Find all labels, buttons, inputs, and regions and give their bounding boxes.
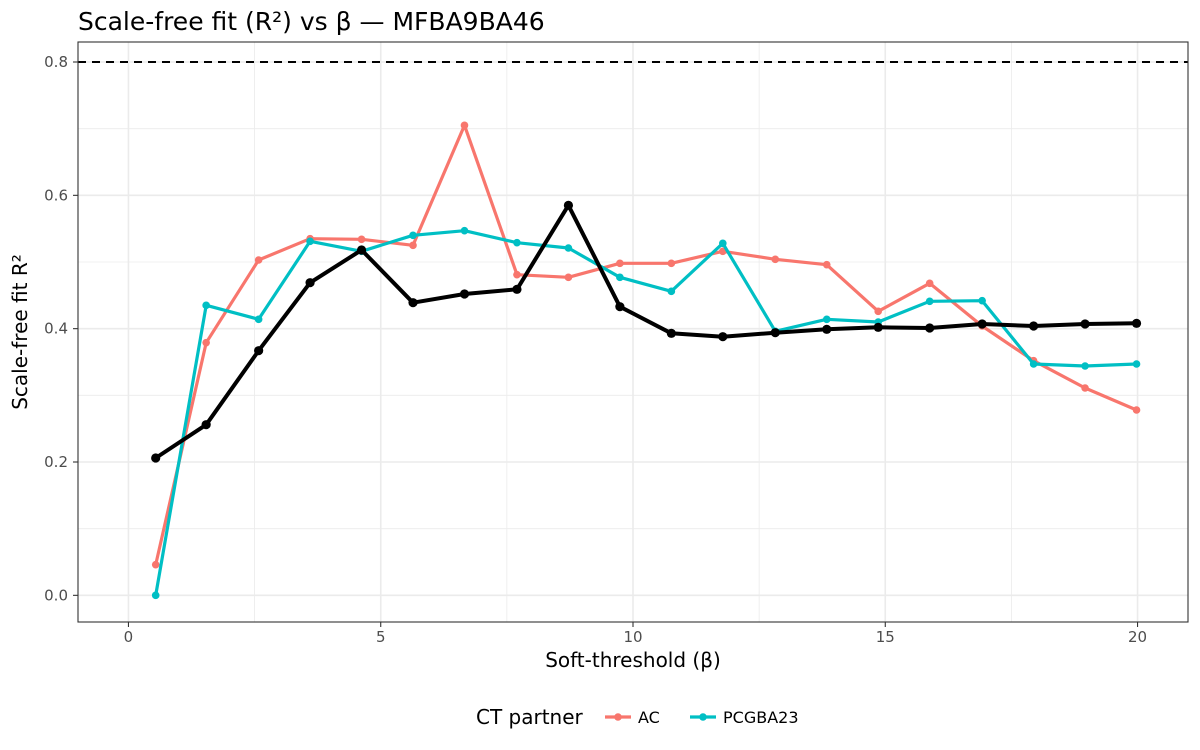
legend-label: PCGBA23 [723,708,799,727]
legend-key-point [699,713,707,721]
data-point-black [201,420,211,430]
series-line-black [153,203,1139,460]
data-point-black [822,324,832,334]
x-tick-label: 10 [623,628,642,646]
data-point-ac [771,255,780,264]
data-point-pcgba23 [1029,360,1038,368]
data-point-ac [409,241,417,250]
series-line-pcgba23 [154,229,1139,597]
x-tick-label: 0 [124,628,134,646]
data-point-ac [874,307,883,316]
series-black [151,200,1142,463]
data-point-pcgba23 [1081,362,1089,370]
data-point-black [254,346,264,356]
data-point-pcgba23 [667,287,676,296]
data-point-pcgba23 [409,231,417,240]
data-point-ac [925,279,934,288]
data-point-black [873,322,883,332]
data-point-black [512,284,522,294]
data-point-black [151,453,161,463]
data-point-pcgba23 [925,297,934,306]
data-point-ac [564,273,573,282]
data-point-pcgba23 [151,591,160,600]
legend: CT partner AC PCGBA23 [476,705,799,729]
data-point-black [408,298,418,308]
y-axis-label: Scale-free fit R² [8,254,32,410]
data-point-pcgba23 [306,237,314,246]
data-point-pcgba23 [254,315,263,324]
y-tick-label: 0.0 [44,586,68,604]
x-tick-label: 5 [376,628,386,646]
x-tick-label: 20 [1128,628,1147,646]
legend-item-pcgba23: PCGBA23 [690,708,799,727]
data-point-pcgba23 [822,315,831,324]
data-point-pcgba23 [616,273,624,282]
data-point-pcgba23 [978,296,986,305]
legend-label: AC [638,708,660,727]
legend-item-ac: AC [605,708,660,727]
data-point-pcgba23 [564,244,573,252]
data-point-ac [616,259,624,268]
data-point-black [666,328,676,338]
data-point-black [305,278,315,288]
data-point-ac [667,259,676,268]
data-point-black [356,245,367,255]
series-pcgba23 [151,226,1141,600]
legend-key-point [614,713,622,721]
data-point-pcgba23 [202,301,210,310]
data-point-black [1080,319,1090,329]
data-point-ac [151,560,160,569]
data-point-black [1131,318,1142,328]
data-point-black [563,200,574,210]
data-point-pcgba23 [1132,360,1141,368]
y-tick-label: 0.8 [44,53,68,71]
data-point-black [770,328,780,338]
x-axis-label: Soft-threshold (β) [545,648,721,672]
x-axis: 0 5 10 15 20 [124,622,1147,646]
data-point-ac [460,121,469,130]
data-point-ac [202,338,210,347]
data-point-black [1029,321,1039,331]
y-tick-label: 0.2 [44,453,68,471]
data-point-black [925,323,935,333]
series-line-ac [154,123,1139,567]
data-point-black [459,289,470,299]
y-axis: 0.0 0.2 0.4 0.6 0.8 [44,53,78,604]
data-point-ac [822,260,831,269]
data-point-pcgba23 [460,226,469,235]
series-layer [151,121,1142,600]
y-tick-label: 0.4 [44,320,68,338]
data-point-pcgba23 [719,239,727,248]
data-point-black [615,302,625,312]
data-point-black [718,332,728,342]
legend-title: CT partner [476,705,584,729]
chart-title: Scale-free fit (R²) vs β — MFBA9BA46 [78,7,545,36]
y-tick-label: 0.6 [44,186,68,204]
data-point-ac [357,235,366,244]
x-tick-label: 15 [876,628,895,646]
data-point-ac [1081,384,1089,392]
data-point-ac [254,256,263,264]
data-point-pcgba23 [513,238,521,247]
data-point-ac [513,270,521,279]
data-point-ac [1132,406,1141,414]
data-point-black [977,319,987,329]
